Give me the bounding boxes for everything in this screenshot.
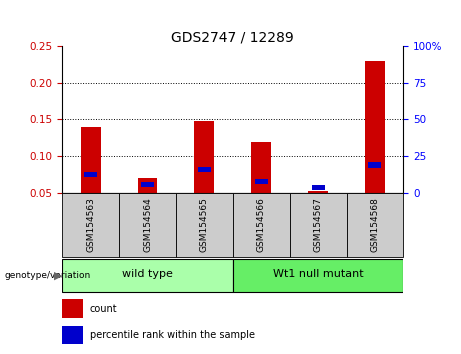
Bar [251, 142, 271, 193]
Text: GSM154566: GSM154566 [257, 197, 266, 252]
Bar [137, 178, 158, 193]
Bar [176, 193, 233, 257]
Bar [62, 326, 83, 344]
Bar [119, 193, 176, 257]
Title: GDS2747 / 12289: GDS2747 / 12289 [171, 31, 294, 45]
Bar [255, 179, 268, 184]
Bar [290, 193, 347, 257]
Text: ▶: ▶ [54, 270, 62, 280]
Bar [62, 299, 83, 318]
Bar [141, 182, 154, 187]
Bar [365, 61, 385, 193]
Text: wild type: wild type [122, 269, 173, 280]
Bar [62, 258, 233, 292]
Text: GSM154563: GSM154563 [86, 197, 95, 252]
Text: GSM154564: GSM154564 [143, 198, 152, 252]
Bar [195, 121, 214, 193]
Bar [347, 193, 403, 257]
Text: count: count [89, 304, 117, 314]
Text: GSM154567: GSM154567 [313, 197, 323, 252]
Text: Wt1 null mutant: Wt1 null mutant [273, 269, 363, 280]
Bar [308, 192, 328, 193]
Bar [233, 193, 290, 257]
Bar [233, 258, 403, 292]
Bar [368, 162, 381, 167]
Text: genotype/variation: genotype/variation [5, 271, 91, 280]
Text: percentile rank within the sample: percentile rank within the sample [89, 330, 254, 340]
Bar [62, 193, 119, 257]
Bar [198, 167, 211, 172]
Bar [312, 185, 325, 190]
Text: GSM154568: GSM154568 [371, 197, 379, 252]
Bar [84, 172, 97, 177]
Text: GSM154565: GSM154565 [200, 197, 209, 252]
Bar [81, 127, 100, 193]
